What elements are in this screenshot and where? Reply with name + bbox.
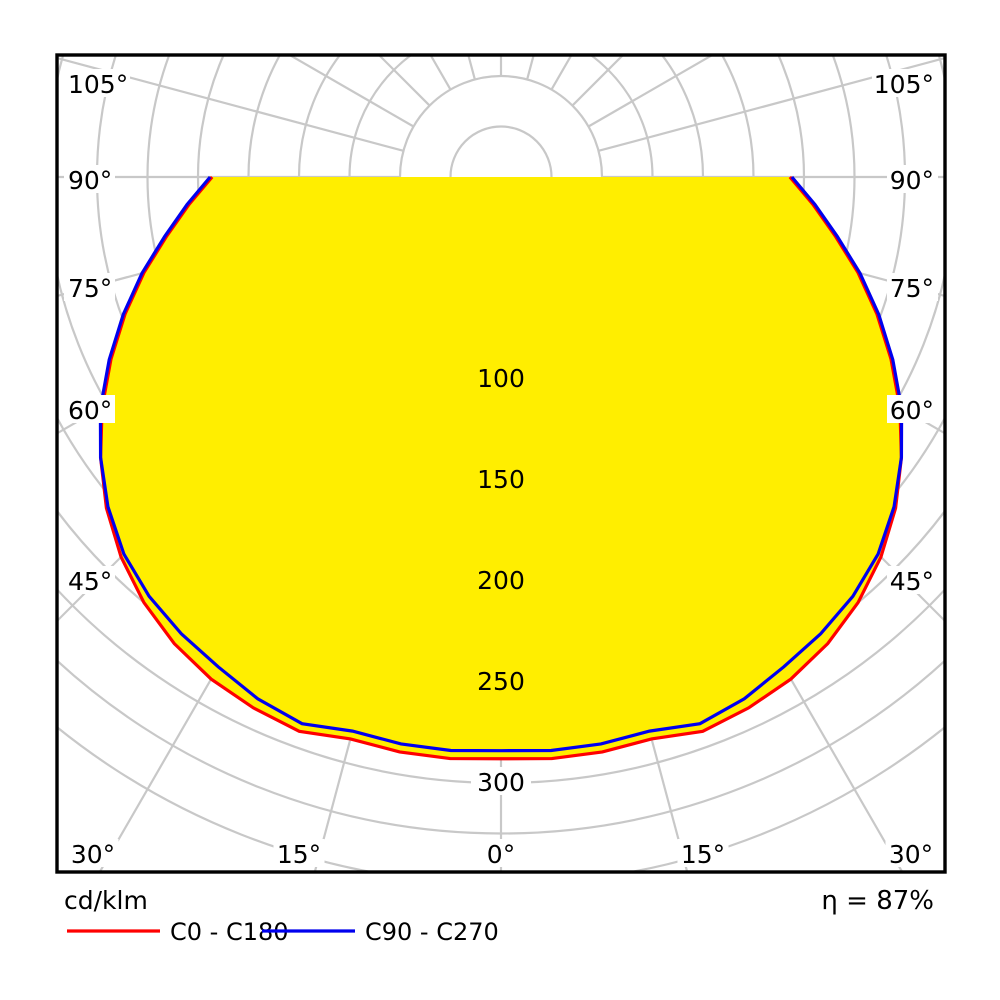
angular-label-right-2: 75° bbox=[887, 273, 938, 303]
angular-label-halo bbox=[677, 839, 729, 867]
angular-label-text: 15° bbox=[681, 840, 725, 869]
radial-label-halo bbox=[471, 363, 531, 391]
angular-label-left-1: 90° bbox=[64, 165, 115, 195]
angular-tick-labels: 105° 90° 75° 60° 45° 105° 90° 75° 60° 45° 30° 15° 0°… bbox=[64, 69, 938, 869]
angular-label-text: 90° bbox=[890, 166, 934, 195]
grid-spoke bbox=[598, 56, 945, 152]
angular-label-halo bbox=[64, 69, 130, 97]
efficiency-label: η = 87% bbox=[821, 886, 934, 916]
angular-label-left-3: 60° bbox=[64, 395, 115, 425]
angular-label-text: 15° bbox=[277, 840, 321, 869]
angular-label-right-1: 90° bbox=[887, 165, 938, 195]
angular-label-text: 30° bbox=[889, 840, 933, 869]
angular-label-text: 75° bbox=[68, 274, 112, 303]
grid-spoke bbox=[287, 55, 415, 128]
angular-label-text: 60° bbox=[890, 396, 934, 425]
legend-unit-label: cd/klm bbox=[64, 886, 148, 915]
angular-label-halo bbox=[64, 566, 115, 594]
angular-label-text: 30° bbox=[71, 840, 115, 869]
radial-tick-label: 150 bbox=[471, 464, 531, 494]
legend-label-c90-c270: C90 - C270 bbox=[365, 918, 499, 946]
angular-label-halo bbox=[273, 839, 325, 867]
radial-tick-label: 300 bbox=[471, 767, 531, 797]
angular-label-bottom-3: 15° bbox=[677, 839, 729, 869]
angular-label-left-4: 45° bbox=[64, 566, 115, 596]
angular-label-halo bbox=[887, 566, 938, 594]
radial-label-text: 150 bbox=[477, 465, 525, 494]
angular-label-halo bbox=[64, 273, 115, 301]
radial-label-text: 200 bbox=[477, 566, 525, 595]
radial-tick-label: 200 bbox=[471, 565, 531, 595]
angular-label-text: 105° bbox=[68, 70, 128, 99]
plot-frame bbox=[55, 53, 947, 874]
angular-label-halo bbox=[887, 395, 938, 423]
angular-label-right-4: 45° bbox=[887, 566, 938, 596]
angular-label-left-2: 75° bbox=[64, 273, 115, 303]
angular-label-text: 60° bbox=[68, 396, 112, 425]
angular-label-bottom-2: 0° bbox=[483, 839, 519, 869]
angular-label-bottom-0: 30° bbox=[67, 839, 119, 869]
radial-label-text: 100 bbox=[477, 364, 525, 393]
angular-label-right-3: 60° bbox=[887, 395, 938, 425]
radial-label-halo bbox=[471, 666, 531, 694]
angular-label-bottom-1: 15° bbox=[273, 839, 325, 869]
angular-label-halo bbox=[872, 69, 938, 97]
radial-label-text: 300 bbox=[477, 768, 525, 797]
angular-label-text: 45° bbox=[68, 567, 112, 596]
angular-label-right-0: 105° bbox=[872, 69, 938, 99]
angular-label-text: 0° bbox=[487, 840, 515, 869]
angular-label-bottom-4: 30° bbox=[885, 839, 937, 869]
angular-label-halo bbox=[64, 165, 115, 193]
radial-label-halo bbox=[471, 767, 531, 795]
grid-spoke bbox=[57, 56, 404, 152]
angular-label-halo bbox=[483, 839, 519, 867]
radial-label-halo bbox=[471, 565, 531, 593]
angular-label-text: 90° bbox=[68, 166, 112, 195]
radial-label-halo bbox=[471, 464, 531, 492]
radial-label-text: 250 bbox=[477, 667, 525, 696]
angular-label-halo bbox=[67, 839, 119, 867]
angular-label-left-0: 105° bbox=[64, 69, 130, 99]
radial-tick-labels: 100 150 200 250 300 bbox=[471, 363, 531, 797]
angular-label-halo bbox=[885, 839, 937, 867]
angular-label-text: 105° bbox=[874, 70, 934, 99]
grid-spoke bbox=[587, 55, 715, 128]
radial-tick-label: 100 bbox=[471, 363, 531, 393]
angular-label-text: 75° bbox=[890, 274, 934, 303]
angular-label-text: 45° bbox=[890, 567, 934, 596]
angular-label-halo bbox=[64, 395, 115, 423]
angular-label-halo bbox=[887, 273, 938, 301]
angular-label-halo bbox=[887, 165, 938, 193]
radial-tick-label: 250 bbox=[471, 666, 531, 696]
